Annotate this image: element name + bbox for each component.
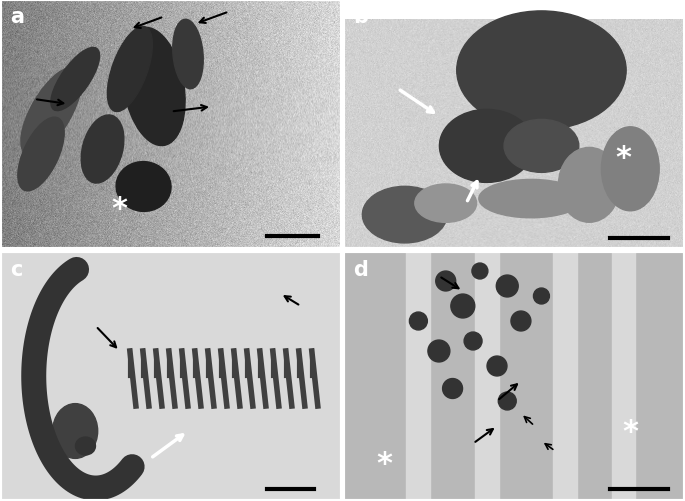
Text: b: b bbox=[353, 8, 369, 28]
Circle shape bbox=[472, 264, 488, 280]
Bar bbox=[475, 252, 499, 501]
Ellipse shape bbox=[21, 68, 82, 156]
Text: *: * bbox=[112, 195, 127, 224]
Text: a: a bbox=[10, 8, 24, 28]
Ellipse shape bbox=[82, 116, 124, 184]
Ellipse shape bbox=[75, 437, 95, 455]
Text: *: * bbox=[616, 144, 632, 172]
Circle shape bbox=[428, 340, 450, 362]
Circle shape bbox=[443, 379, 462, 399]
Ellipse shape bbox=[362, 187, 447, 243]
Circle shape bbox=[464, 332, 482, 350]
Circle shape bbox=[534, 289, 549, 305]
Ellipse shape bbox=[504, 120, 579, 173]
Ellipse shape bbox=[439, 110, 534, 183]
Bar bbox=[553, 252, 577, 501]
Ellipse shape bbox=[558, 148, 620, 223]
Text: *: * bbox=[376, 449, 393, 478]
Circle shape bbox=[410, 313, 427, 330]
Text: *: * bbox=[622, 417, 638, 445]
Circle shape bbox=[498, 392, 516, 410]
Ellipse shape bbox=[51, 48, 99, 111]
Circle shape bbox=[487, 356, 507, 376]
Ellipse shape bbox=[479, 180, 584, 218]
Ellipse shape bbox=[415, 185, 477, 223]
Ellipse shape bbox=[116, 162, 171, 212]
Ellipse shape bbox=[173, 20, 203, 90]
Ellipse shape bbox=[108, 28, 152, 112]
Circle shape bbox=[451, 295, 475, 318]
Text: c: c bbox=[10, 259, 23, 279]
Ellipse shape bbox=[601, 128, 659, 211]
Circle shape bbox=[436, 272, 456, 292]
Text: d: d bbox=[353, 259, 369, 279]
Ellipse shape bbox=[457, 12, 626, 130]
Ellipse shape bbox=[18, 118, 64, 191]
Bar bbox=[406, 252, 430, 501]
Ellipse shape bbox=[123, 29, 185, 146]
Ellipse shape bbox=[53, 404, 98, 458]
Bar bbox=[612, 252, 636, 501]
Circle shape bbox=[511, 312, 531, 331]
Circle shape bbox=[497, 276, 519, 298]
